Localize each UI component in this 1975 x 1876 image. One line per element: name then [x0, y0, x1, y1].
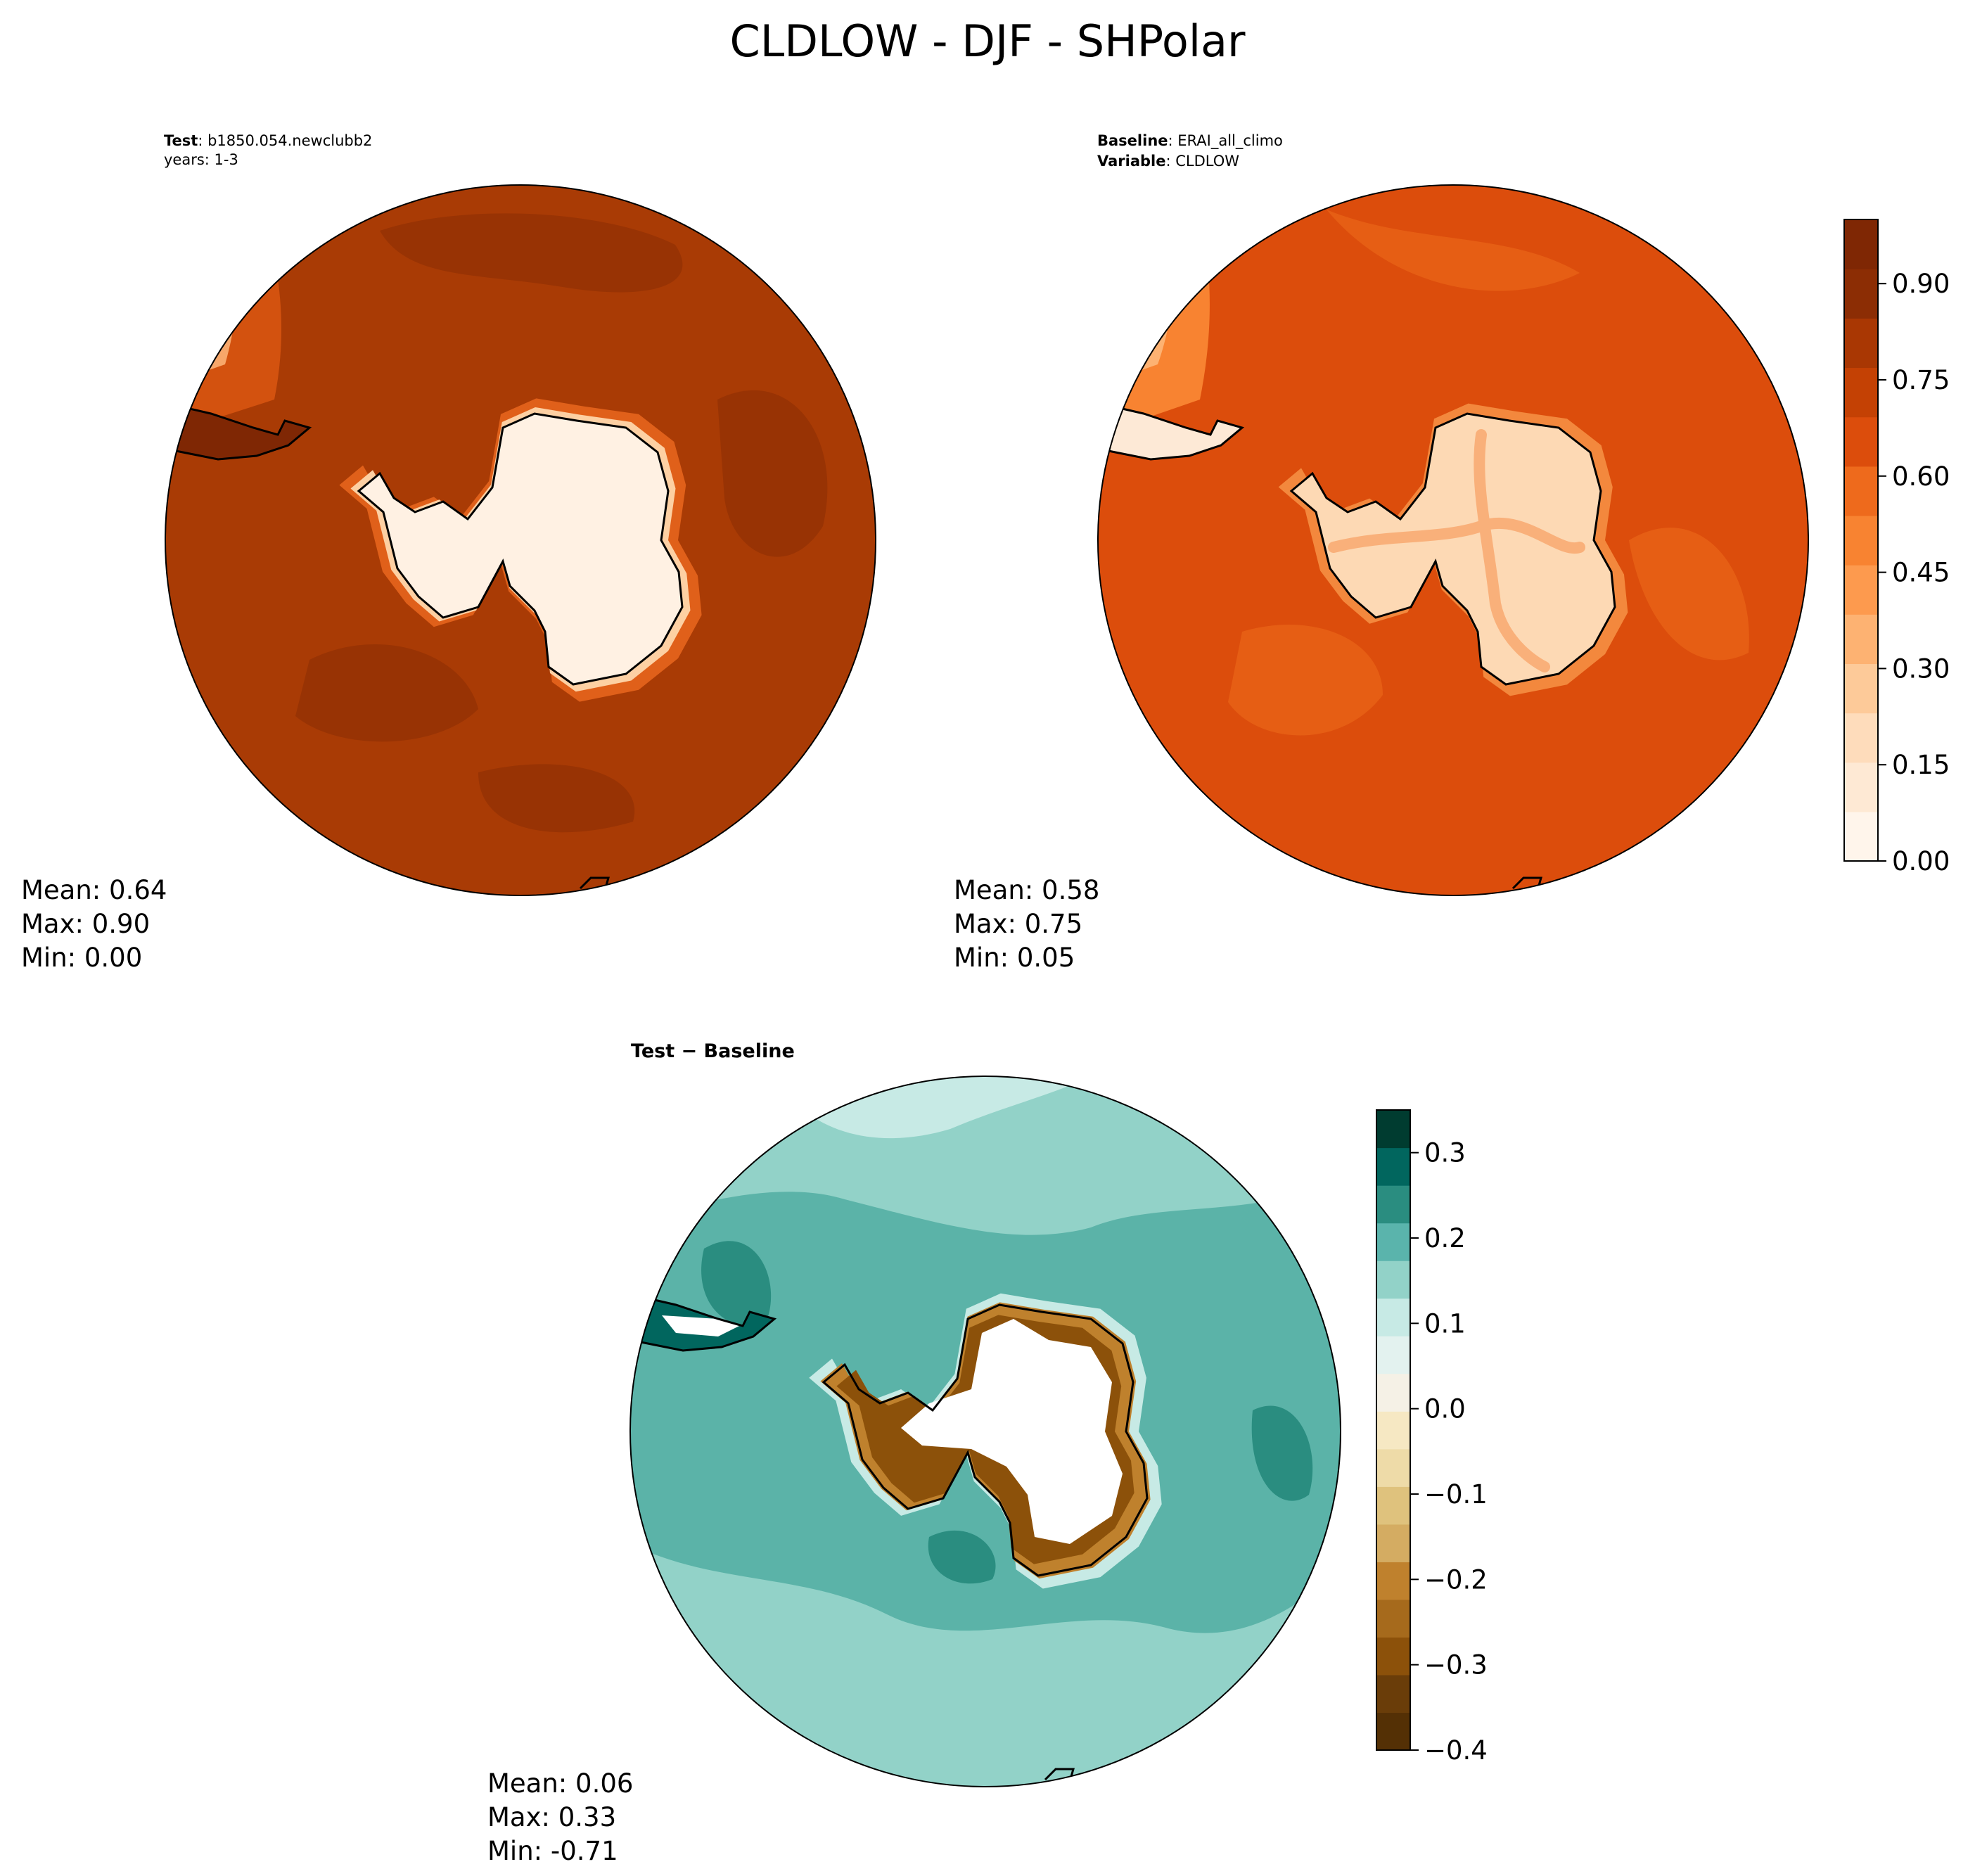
baseline-map-boundary: [1097, 184, 1809, 896]
difference-dark-patch: [701, 1241, 772, 1325]
difference-label: Test − Baseline: [631, 1040, 795, 1062]
difference-map-boundary: [629, 1076, 1341, 1787]
test-dark-band: [380, 213, 683, 293]
colorbar-cldlow-segment: [1844, 614, 1878, 664]
test-map: [165, 184, 876, 896]
difference-min: Min: -0.71: [487, 1836, 618, 1866]
baseline-max: Max: 0.75: [954, 909, 1082, 939]
test-map-boundary: [165, 184, 876, 896]
test-min: Min: 0.00: [21, 943, 142, 973]
colorbar-difference-segment: [1376, 1411, 1410, 1450]
test-label: Test: b1850.054.newclubb2: [164, 132, 372, 149]
difference-dark-patch: [928, 1530, 996, 1584]
colorbar-cldlow-segment: [1844, 416, 1878, 467]
colorbar-cldlow-segment: [1844, 762, 1878, 812]
colorbar-cldlow-segment: [1844, 367, 1878, 418]
colorbar-difference: −0.4 −0.3 −0.2 −0.1 0.0 0.1 0.2 0.3: [1376, 1109, 1488, 1766]
colorbar-cldlow-tick-label: 0.45: [1892, 558, 1950, 588]
baseline-land-texture: [1328, 429, 1585, 672]
colorbar-difference-tick-label: −0.3: [1424, 1650, 1488, 1680]
test-light-wedge: [165, 185, 281, 435]
colorbar-difference-segment: [1376, 1147, 1410, 1186]
colorbar-difference-segment: [1376, 1110, 1410, 1149]
colorbar-difference-tick-label: 0.1: [1424, 1308, 1466, 1339]
colorbar-cldlow-tick-label: 0.15: [1892, 750, 1950, 780]
test-max: Max: 0.90: [21, 909, 150, 939]
colorbar-cldlow-tick-label: 0.75: [1892, 365, 1950, 395]
colorbar-cldlow-segment: [1844, 515, 1878, 566]
colorbar-difference-segment: [1376, 1185, 1410, 1224]
test-dark-band: [478, 764, 635, 833]
colorbar-cldlow-tick-label: 0.90: [1892, 269, 1950, 299]
test-dark-band: [295, 644, 478, 742]
difference-max: Max: 0.33: [487, 1802, 616, 1832]
baseline-light-wedge: [1098, 185, 1210, 435]
colorbar-cldlow-segment: [1844, 318, 1878, 369]
colorbar-difference-segment: [1376, 1599, 1410, 1638]
colorbar-difference-segment: [1376, 1298, 1410, 1336]
baseline-mean: Mean: 0.58: [954, 875, 1099, 905]
difference-land-blank: [901, 1319, 1123, 1544]
colorbar-cldlow-segment: [1844, 811, 1878, 862]
difference-mean: Mean: 0.06: [487, 1768, 633, 1799]
colorbar-difference-tick-label: −0.4: [1424, 1735, 1488, 1766]
colorbar-difference-segment: [1376, 1223, 1410, 1261]
colorbar-difference-tick-label: −0.1: [1424, 1479, 1488, 1510]
baseline-light-wedge: [1098, 185, 1146, 364]
colorbar-cldlow: 0.00 0.15 0.30 0.45 0.60 0.75 0.90: [1843, 219, 1950, 876]
test-light-wedge: [165, 185, 214, 364]
colorbar-cldlow-tick-label: 0.60: [1892, 461, 1950, 492]
baseline-min: Min: 0.05: [954, 943, 1075, 973]
colorbar-cldlow-segment: [1844, 219, 1878, 269]
colorbar-cldlow-segment: [1844, 713, 1878, 763]
colorbar-difference-segment: [1376, 1674, 1410, 1714]
colorbar-difference-segment: [1376, 1373, 1410, 1412]
difference-light-band: [630, 1544, 1341, 1787]
colorbar-cldlow-outline: [1843, 219, 1879, 862]
colorbar-difference-outline: [1376, 1109, 1411, 1751]
panel-difference: Test − Baseline: [487, 1040, 1341, 1866]
test-label-years: years: 1-3: [164, 151, 238, 168]
colorbar-difference-tick-label: 0.3: [1424, 1138, 1466, 1168]
panel-test: Test: b1850.054.newclubb2 years: 1-3: [21, 132, 876, 973]
colorbar-cldlow-segment: [1844, 269, 1878, 319]
colorbar-difference-tick-label: −0.2: [1424, 1564, 1488, 1595]
baseline-light-band: [1629, 528, 1749, 661]
difference-map: [629, 1076, 1341, 1787]
colorbar-cldlow-tick-label: 0.30: [1892, 653, 1950, 684]
colorbar-cldlow-tick-label: 0.00: [1892, 846, 1950, 876]
figure-title: CLDLOW - DJF - SHPolar: [729, 15, 1246, 67]
colorbar-cldlow-segment: [1844, 466, 1878, 516]
baseline-label: Baseline: ERAI_all_climo: [1097, 132, 1283, 150]
colorbar-difference-segment: [1376, 1562, 1410, 1600]
panel-baseline: Baseline: ERAI_all_climo Variable: CLDLO…: [954, 132, 1809, 973]
difference-peninsula-blank: [662, 1315, 739, 1336]
colorbar-difference-segment: [1376, 1261, 1410, 1299]
colorbar-difference-segment: [1376, 1637, 1410, 1676]
colorbar-difference-tick-label: 0.2: [1424, 1223, 1466, 1253]
colorbar-difference-segment: [1376, 1336, 1410, 1374]
colorbar-difference-segment: [1376, 1524, 1410, 1562]
colorbar-difference-segment: [1376, 1448, 1410, 1487]
baseline-variable-label: Variable: CLDLOW: [1097, 153, 1239, 170]
colorbar-difference-tick-label: 0.0: [1424, 1394, 1466, 1424]
test-mean: Mean: 0.64: [21, 875, 167, 905]
colorbar-cldlow-segment: [1844, 663, 1878, 714]
colorbar-cldlow-segment: [1844, 565, 1878, 615]
baseline-light-band: [1327, 210, 1580, 291]
test-dark-band: [717, 390, 828, 557]
colorbar-difference-segment: [1376, 1486, 1410, 1525]
baseline-light-band: [1228, 625, 1383, 736]
difference-dark-patch: [1251, 1405, 1313, 1501]
colorbar-difference-segment: [1376, 1712, 1410, 1751]
baseline-map: [1097, 184, 1809, 896]
